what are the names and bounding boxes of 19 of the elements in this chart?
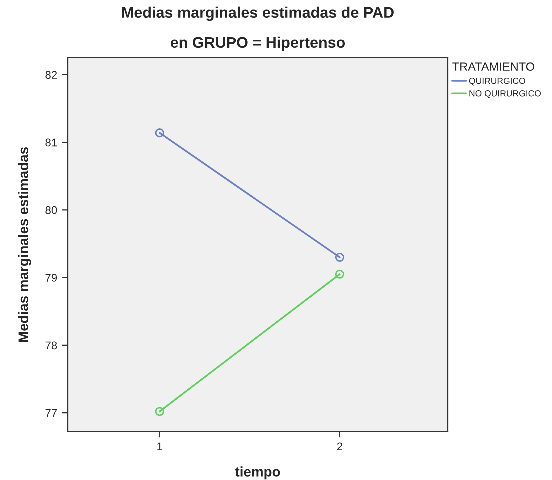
x-axis-title: tiempo bbox=[235, 466, 280, 480]
point bbox=[335, 270, 344, 279]
point bbox=[155, 128, 164, 138]
y-tick-label: 81 bbox=[46, 138, 58, 147]
point bbox=[155, 407, 164, 416]
y-tick-label: 78 bbox=[46, 342, 58, 350]
x-tick-label: 1 bbox=[158, 442, 162, 450]
legend-title: TRATAMIENTO bbox=[452, 62, 534, 72]
y-axis-title: Medias marginales estimadas bbox=[18, 148, 32, 342]
chart-title: Medias marginales estimadas de PAD bbox=[122, 6, 394, 22]
chart-subtitle: en GRUPO = Hipertenso bbox=[170, 36, 346, 52]
y-tick-label: 79 bbox=[46, 274, 58, 282]
legend-label: NO QUIRURGICO bbox=[470, 90, 542, 98]
legend-label: QUIRURGICO bbox=[469, 78, 526, 86]
x-tick-label: 2 bbox=[337, 442, 342, 450]
y-tick-label: 82 bbox=[46, 71, 58, 80]
y-tick-label: 80 bbox=[46, 206, 58, 214]
point bbox=[335, 252, 344, 262]
y-tick-label: 77 bbox=[46, 409, 58, 418]
